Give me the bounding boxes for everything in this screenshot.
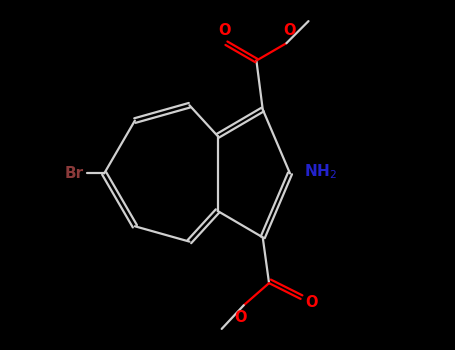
Text: O: O bbox=[218, 23, 231, 38]
Text: NH$_2$: NH$_2$ bbox=[304, 162, 337, 181]
Text: O: O bbox=[234, 310, 247, 325]
Text: O: O bbox=[283, 23, 296, 38]
Text: O: O bbox=[305, 295, 318, 309]
Text: Br: Br bbox=[65, 166, 84, 181]
